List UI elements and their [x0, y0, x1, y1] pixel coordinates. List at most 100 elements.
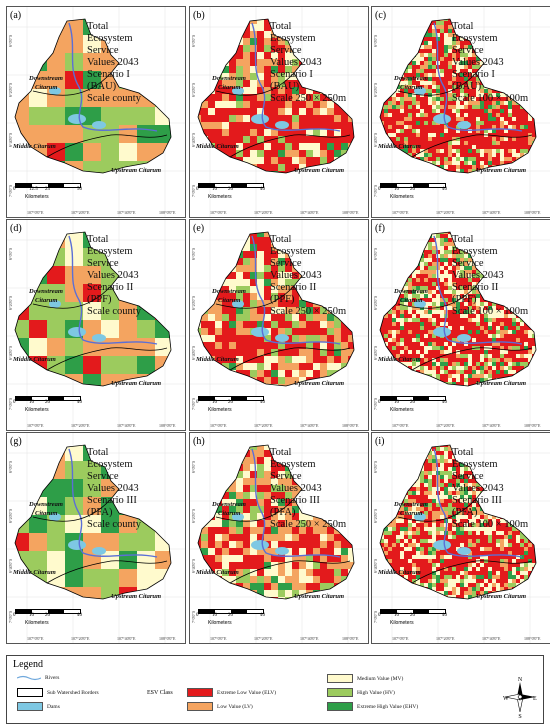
scale-bar: 0 10 20 40 Kilometers	[196, 609, 268, 627]
tick-x: 108°0'0"E	[159, 210, 176, 215]
panel-label: (b)	[193, 10, 205, 21]
scale-unit: Kilometers	[208, 407, 232, 413]
scale-unit: Kilometers	[390, 620, 414, 626]
region-upstream: Upstream Citarum	[111, 593, 162, 600]
panel-label: (c)	[375, 10, 387, 21]
scale-unit: Kilometers	[25, 620, 49, 626]
scale-bar: 0 10 20 40 Kilometers	[378, 609, 450, 627]
tick-y: 6°0'0"S	[191, 34, 196, 47]
watershed-map	[7, 220, 185, 430]
tick-x: 108°0'0"E	[342, 423, 359, 428]
scale-tick: 50	[77, 187, 82, 192]
tick-x: 107°40'0"E	[300, 423, 319, 428]
scale-tick: 0	[196, 613, 199, 618]
tick-y: 6°20'0"S	[373, 82, 378, 97]
tick-y: 6°0'0"S	[373, 460, 378, 473]
tick-y: 6°20'0"S	[8, 508, 13, 523]
watershed-map	[7, 433, 185, 643]
tick-x: 107°20'0"E	[71, 423, 90, 428]
panel-label: (e)	[193, 223, 205, 234]
region-downstream: Downstream	[29, 501, 63, 508]
tick-y: 6°0'0"S	[191, 247, 196, 260]
panel-title: Total Ecosystem Service Values 2043 Scen…	[270, 21, 347, 104]
region-downstream-b: Citarum	[400, 510, 423, 517]
region-downstream-b: Citarum	[35, 84, 58, 91]
map-panel-d: (d) Total Ecosystem Service Values 2043 S…	[6, 219, 186, 431]
scale-unit: Kilometers	[208, 620, 232, 626]
region-downstream-b: Citarum	[218, 297, 241, 304]
tick-x: 107°0'0"E	[210, 636, 227, 641]
region-upstream: Upstream Citarum	[111, 380, 162, 387]
scale-tick: 20	[228, 613, 233, 618]
tick-x: 108°0'0"E	[342, 636, 359, 641]
tick-y: 6°40'0"S	[373, 558, 378, 573]
legend-mv: Medium Value (MV)	[327, 674, 403, 683]
region-upstream: Upstream Citarum	[111, 167, 162, 174]
scale-tick: 20	[410, 400, 415, 405]
region-middle: Middle Citarum	[13, 356, 56, 363]
legend-rivers: Rivers	[17, 674, 59, 681]
tick-y: 6°0'0"S	[191, 460, 196, 473]
scale-tick: 10	[394, 187, 399, 192]
scale-bar: 0 10 20 40 Kilometers	[196, 183, 268, 201]
region-downstream-b: Citarum	[218, 510, 241, 517]
tick-x: 107°40'0"E	[300, 210, 319, 215]
scale-tick: 0	[13, 400, 16, 405]
tick-x: 107°40'0"E	[117, 210, 136, 215]
region-downstream: Downstream	[394, 288, 428, 295]
tick-x: 107°0'0"E	[392, 423, 409, 428]
tick-y: 6°40'0"S	[191, 345, 196, 360]
region-middle: Middle Citarum	[196, 356, 239, 363]
legend-title: Legend	[13, 659, 43, 670]
region-downstream-b: Citarum	[35, 297, 58, 304]
scale-tick: 10	[29, 613, 34, 618]
panel-title: Total Ecosystem Service Values 2043 Scen…	[452, 21, 529, 104]
tick-x: 107°0'0"E	[210, 423, 227, 428]
map-panel-e: (e) Total Ecosystem Service Values 2043 S…	[189, 219, 369, 431]
scale-tick: 40	[260, 613, 265, 618]
tick-x: 107°40'0"E	[482, 636, 501, 641]
scale-bar: 0 10 20 40 Kilometers	[378, 183, 450, 201]
region-downstream: Downstream	[212, 501, 246, 508]
tick-x: 107°40'0"E	[482, 423, 501, 428]
tick-x: 107°20'0"E	[436, 423, 455, 428]
region-downstream: Downstream	[29, 288, 63, 295]
tick-y: 6°20'0"S	[191, 508, 196, 523]
scale-tick: 40	[442, 400, 447, 405]
panel-label: (h)	[193, 436, 205, 447]
tick-x: 107°0'0"E	[392, 636, 409, 641]
map-panel-a: (a) Total Ecosystem Service Values 2043 S…	[6, 6, 186, 218]
legend-borders: Sub Watershed Borders	[17, 688, 99, 697]
scale-unit: Kilometers	[390, 407, 414, 413]
river-swatch	[17, 675, 41, 681]
region-middle: Middle Citarum	[13, 569, 56, 576]
region-downstream: Downstream	[212, 288, 246, 295]
scale-tick: 20	[45, 400, 50, 405]
watershed-map	[372, 433, 550, 643]
tick-x: 108°0'0"E	[524, 423, 541, 428]
region-middle: Middle Citarum	[196, 143, 239, 150]
region-upstream: Upstream Citarum	[476, 167, 527, 174]
panel-title: Total Ecosystem Service Values 2043 Scen…	[270, 447, 347, 530]
panel-title: Total Ecosystem Service Values 2043 Scen…	[270, 234, 347, 317]
tick-x: 107°20'0"E	[254, 210, 273, 215]
scale-tick: 0	[196, 187, 199, 192]
tick-x: 108°0'0"E	[159, 636, 176, 641]
tick-y: 6°40'0"S	[373, 132, 378, 147]
scale-tick: 10	[212, 187, 217, 192]
watershed-map	[372, 220, 550, 430]
watershed-map	[7, 7, 185, 217]
scale-tick: 0	[13, 613, 16, 618]
scale-tick: 40	[260, 187, 265, 192]
scale-tick: 12.5	[29, 187, 38, 192]
region-downstream: Downstream	[29, 75, 63, 82]
legend-dams: Dams	[17, 702, 60, 711]
tick-y: 6°20'0"S	[8, 82, 13, 97]
tick-y: 6°20'0"S	[373, 508, 378, 523]
scale-bar: 0 10 20 40 Kilometers	[378, 396, 450, 414]
region-middle: Middle Citarum	[378, 569, 421, 576]
tick-x: 107°40'0"E	[117, 636, 136, 641]
tick-x: 107°20'0"E	[254, 423, 273, 428]
panel-label: (f)	[375, 223, 385, 234]
region-middle: Middle Citarum	[378, 143, 421, 150]
